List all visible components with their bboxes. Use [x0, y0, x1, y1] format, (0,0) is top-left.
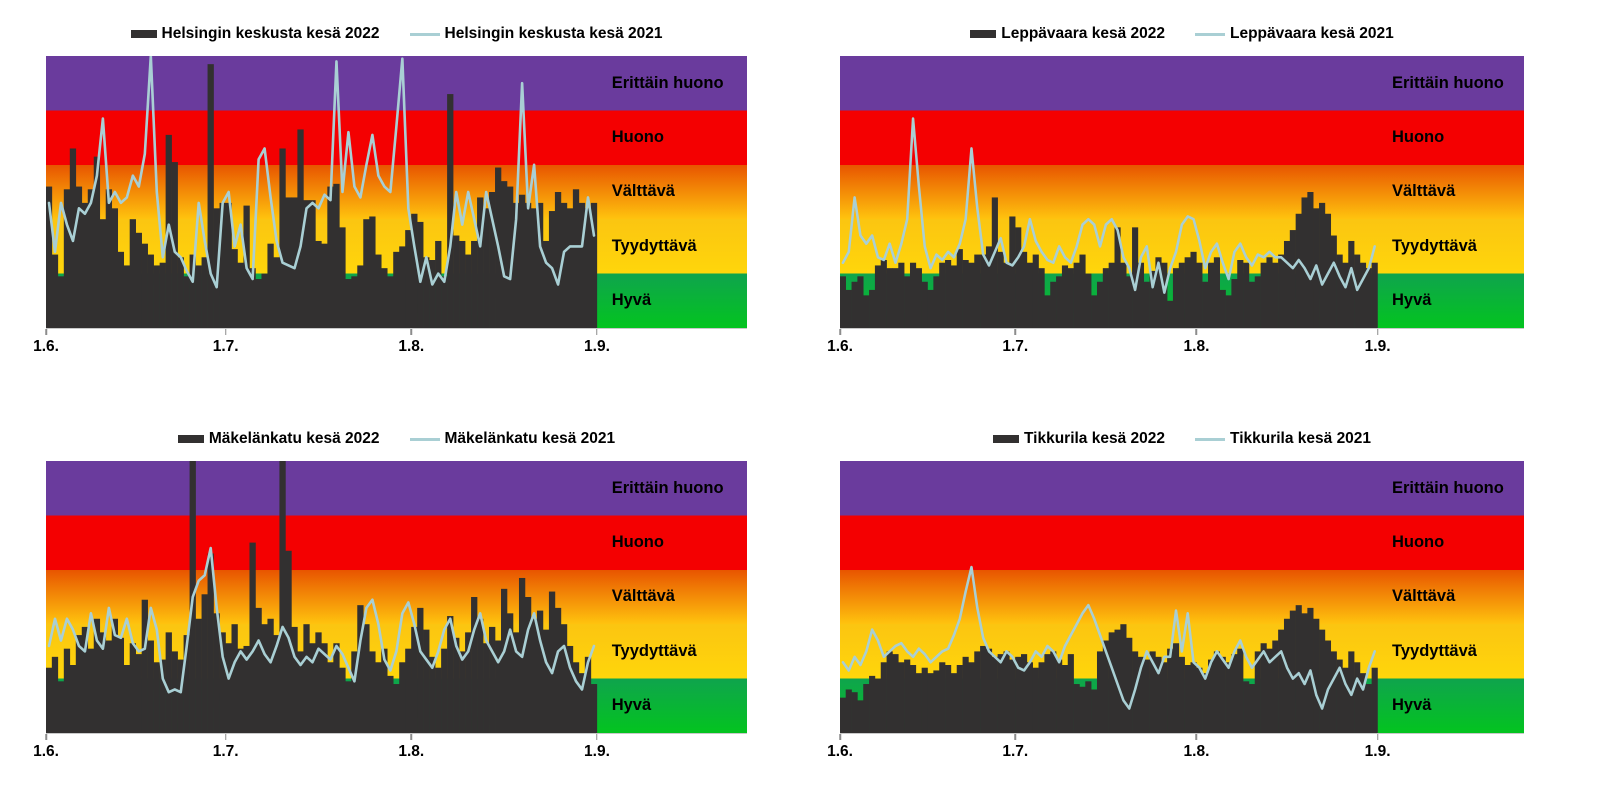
- bar-swatch-icon: [177, 435, 204, 443]
- x-tick: [839, 329, 841, 335]
- x-tick: [410, 734, 413, 740]
- x-tick: [596, 329, 598, 335]
- line-swatch-icon: [1195, 437, 1225, 441]
- x-tick: [1376, 734, 1379, 740]
- x-tick-label: 1.9.: [584, 743, 610, 760]
- x-axis: 1.6. 1.7. 1.8. 1.9.: [827, 733, 1524, 780]
- x-tick: [596, 734, 598, 740]
- x-tick: [224, 329, 227, 335]
- x-tick: [45, 329, 47, 335]
- legend-label-2021: Helsingin keskusta kesä 2021: [444, 25, 663, 42]
- chart-makelankatu: Mäkelänkatu kesä 2022 Mäkelänkatu kesä 2…: [0, 405, 801, 810]
- x-tick-label: 1.7.: [212, 338, 239, 355]
- plot-area: Erittäin huono Huono Välttävä Tyydyttävä…: [840, 461, 1524, 733]
- x-tick: [1195, 329, 1198, 335]
- x-tick: [45, 734, 47, 740]
- legend-label-2022: Helsingin keskusta kesä 2022: [161, 25, 380, 42]
- chart-canvas: [46, 56, 598, 328]
- plot-area: Erittäin huono Huono Välttävä Tyydyttävä…: [840, 56, 1524, 328]
- x-tick: [1014, 329, 1017, 335]
- legend-label-2021: Mäkelänkatu kesä 2021: [444, 430, 616, 447]
- legend-item-2021: Leppävaara kesä 2021: [1195, 25, 1394, 43]
- x-tick-label: 1.8.: [398, 338, 425, 355]
- x-axis: 1.6. 1.7. 1.8. 1.9.: [33, 733, 747, 780]
- bar-swatch-icon: [992, 435, 1019, 443]
- legend-item-2021: Mäkelänkatu kesä 2021: [409, 430, 616, 448]
- legend-label-2021: Leppävaara kesä 2021: [1230, 25, 1394, 42]
- x-tick: [1014, 734, 1017, 740]
- x-tick-label: 1.8.: [1183, 338, 1210, 355]
- x-tick: [224, 734, 227, 740]
- bar-swatch-icon: [130, 30, 157, 38]
- bar-swatch-icon: [970, 30, 997, 38]
- x-tick-label: 1.9.: [1364, 743, 1391, 760]
- legend-item-2022: Tikkurila kesä 2022: [992, 430, 1165, 448]
- x-tick-label: 1.8.: [1183, 743, 1210, 760]
- line-swatch-icon: [409, 32, 440, 36]
- legend: Helsingin keskusta kesä 2022 Helsingin k…: [46, 12, 747, 56]
- chart-helsingin-keskusta: Helsingin keskusta kesä 2022 Helsingin k…: [0, 0, 801, 405]
- x-tick-label: 1.9.: [1364, 338, 1391, 355]
- line-swatch-icon: [409, 437, 440, 441]
- legend-label-2022: Mäkelänkatu kesä 2022: [208, 430, 380, 447]
- legend: Tikkurila kesä 2022 Tikkurila kesä 2021: [840, 417, 1524, 461]
- chart-canvas: [840, 117, 1378, 328]
- x-tick-label: 1.6.: [33, 338, 59, 355]
- plot-area: Erittäin huono Huono Välttävä Tyydyttävä…: [46, 56, 747, 328]
- legend-item-2022: Leppävaara kesä 2022: [970, 25, 1165, 43]
- legend: Mäkelänkatu kesä 2022 Mäkelänkatu kesä 2…: [46, 417, 747, 461]
- chart-canvas: [46, 461, 598, 733]
- x-tick-label: 1.6.: [827, 338, 853, 355]
- legend: Leppävaara kesä 2022 Leppävaara kesä 202…: [840, 12, 1524, 56]
- legend-item-2021: Tikkurila kesä 2021: [1195, 430, 1371, 448]
- chart-tikkurila: Tikkurila kesä 2022 Tikkurila kesä 2021 …: [801, 405, 1603, 810]
- x-axis: 1.6. 1.7. 1.8. 1.9.: [827, 328, 1524, 375]
- legend-item-2021: Helsingin keskusta kesä 2021: [409, 25, 663, 43]
- line-swatch-icon: [1195, 32, 1225, 36]
- plot-area: Erittäin huono Huono Välttävä Tyydyttävä…: [46, 461, 747, 733]
- chart-leppavaara: Leppävaara kesä 2022 Leppävaara kesä 202…: [801, 0, 1603, 405]
- x-tick: [839, 734, 841, 740]
- x-tick-label: 1.6.: [33, 743, 59, 760]
- x-axis: 1.6. 1.7. 1.8. 1.9.: [33, 328, 747, 375]
- x-tick: [1195, 734, 1198, 740]
- x-tick-label: 1.6.: [827, 743, 853, 760]
- legend-item-2022: Mäkelänkatu kesä 2022: [177, 430, 380, 448]
- x-tick-label: 1.7.: [1002, 743, 1029, 760]
- x-tick: [410, 329, 413, 335]
- x-tick-label: 1.7.: [212, 743, 239, 760]
- legend-label-2021: Tikkurila kesä 2021: [1230, 430, 1372, 447]
- chart-canvas: [840, 565, 1378, 733]
- x-tick-label: 1.7.: [1002, 338, 1029, 355]
- x-tick: [1376, 329, 1379, 335]
- legend-label-2022: Tikkurila kesä 2022: [1023, 430, 1165, 447]
- legend-item-2022: Helsingin keskusta kesä 2022: [130, 25, 380, 43]
- legend-label-2022: Leppävaara kesä 2022: [1001, 25, 1165, 42]
- x-tick-label: 1.8.: [398, 743, 425, 760]
- x-tick-label: 1.9.: [584, 338, 610, 355]
